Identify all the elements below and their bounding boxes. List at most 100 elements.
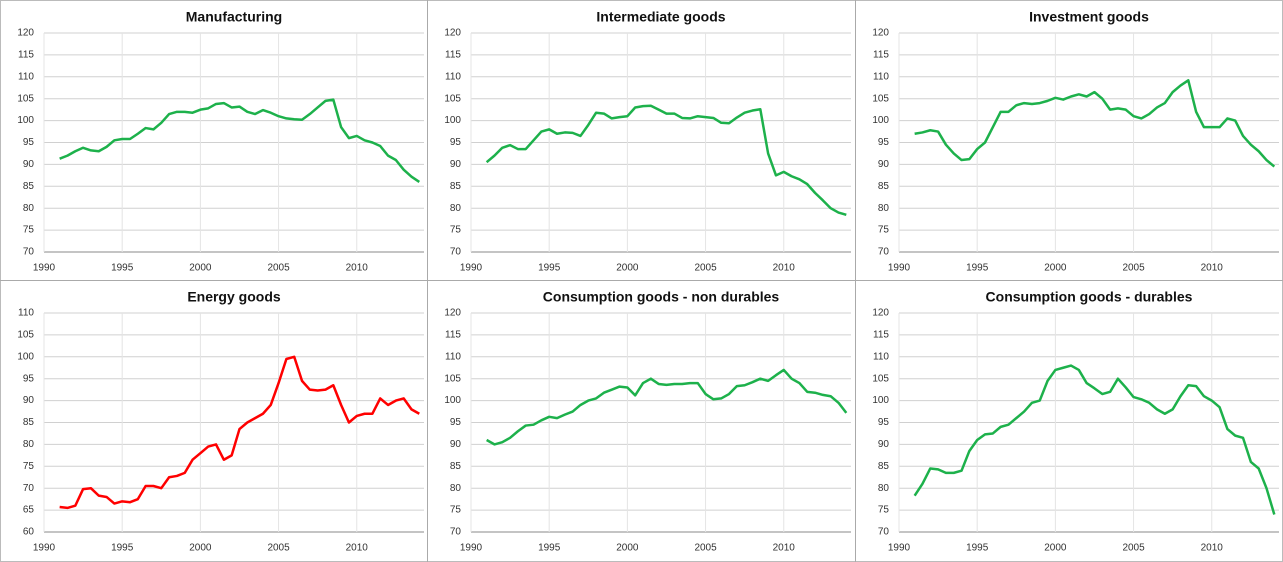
x-tick-label: 1990 xyxy=(888,543,911,554)
x-tick-label: 1990 xyxy=(460,263,483,274)
series-line xyxy=(485,104,847,216)
x-tick-label: 2000 xyxy=(616,263,639,274)
x-tick-label: 1990 xyxy=(888,263,911,274)
y-tick-label: 100 xyxy=(872,115,889,126)
x-tick-label: 1995 xyxy=(538,263,561,274)
series-line xyxy=(59,98,421,183)
y-tick-label: 115 xyxy=(445,330,461,341)
y-tick-label: 95 xyxy=(450,417,462,428)
y-tick-label: 75 xyxy=(23,461,35,472)
y-tick-label: 85 xyxy=(450,461,462,472)
x-tick-label: 1995 xyxy=(111,543,134,554)
y-tick-label: 95 xyxy=(23,373,35,384)
panel: Consumption goods - durables 70 75 80 85 90 95… xyxy=(872,289,1279,554)
y-tick-label: 105 xyxy=(872,93,889,104)
y-tick-label: 120 xyxy=(872,28,889,39)
y-tick-label: 65 xyxy=(23,505,35,516)
x-tick-label: 2010 xyxy=(773,543,796,554)
y-tick-label: 120 xyxy=(444,28,461,39)
x-tick-label: 2005 xyxy=(694,263,717,274)
x-tick-label: 1990 xyxy=(460,543,483,554)
y-tick-label: 70 xyxy=(878,527,890,538)
y-tick-label: 75 xyxy=(450,505,462,516)
chart-title: Manufacturing xyxy=(186,9,282,25)
x-tick-label: 1990 xyxy=(33,263,56,274)
y-tick-label: 80 xyxy=(23,439,35,450)
x-tick-label: 2000 xyxy=(1044,543,1067,554)
y-tick-label: 80 xyxy=(878,483,890,494)
y-tick-label: 100 xyxy=(17,351,34,362)
y-tick-label: 85 xyxy=(878,181,890,192)
y-tick-label: 70 xyxy=(23,483,35,494)
x-tick-label: 1995 xyxy=(111,263,134,274)
y-tick-label: 90 xyxy=(23,159,35,170)
y-tick-label: 110 xyxy=(873,71,889,82)
x-tick-label: 1990 xyxy=(33,543,56,554)
y-tick-label: 90 xyxy=(23,395,35,406)
y-tick-label: 90 xyxy=(878,159,890,170)
y-tick-label: 100 xyxy=(444,115,461,126)
y-tick-label: 70 xyxy=(878,247,890,258)
y-tick-label: 95 xyxy=(23,137,35,148)
x-tick-label: 2005 xyxy=(1122,263,1145,274)
y-tick-label: 110 xyxy=(445,351,461,362)
x-tick-label: 2000 xyxy=(1044,263,1067,274)
panel: Energy goods 60 65 70 75 80 85 90 95 100 105 110 199… xyxy=(17,289,424,554)
y-tick-label: 120 xyxy=(444,308,461,319)
x-tick-label: 2010 xyxy=(1201,543,1224,554)
y-tick-label: 80 xyxy=(450,203,462,214)
x-tick-label: 1995 xyxy=(966,543,989,554)
y-tick-label: 85 xyxy=(450,181,462,192)
y-tick-label: 75 xyxy=(23,225,35,236)
y-tick-label: 90 xyxy=(878,439,890,450)
y-tick-label: 95 xyxy=(878,137,890,148)
y-tick-label: 105 xyxy=(444,373,461,384)
y-tick-label: 70 xyxy=(450,527,462,538)
y-tick-label: 100 xyxy=(872,395,889,406)
y-tick-label: 75 xyxy=(878,225,890,236)
panel: Manufacturing 70 75 80 85 90 95 100 105 110 115 120… xyxy=(17,9,424,274)
y-tick-label: 70 xyxy=(23,247,35,258)
x-tick-label: 2000 xyxy=(189,263,212,274)
y-tick-label: 85 xyxy=(23,417,35,428)
x-tick-label: 2010 xyxy=(1201,263,1224,274)
y-tick-label: 60 xyxy=(23,527,35,538)
y-tick-label: 105 xyxy=(872,373,889,384)
y-tick-label: 75 xyxy=(450,225,462,236)
x-tick-label: 1995 xyxy=(538,543,561,554)
y-tick-label: 80 xyxy=(878,203,890,214)
panel: Consumption goods - non durables 70 75 80 85… xyxy=(444,289,851,554)
y-tick-label: 110 xyxy=(873,351,889,362)
x-tick-label: 2010 xyxy=(773,263,796,274)
panel: Investment goods 70 75 80 85 90 95 100 105 110 115… xyxy=(872,9,1279,274)
y-tick-label: 115 xyxy=(873,50,889,61)
y-tick-label: 115 xyxy=(873,330,889,341)
chart-title: Consumption goods - durables xyxy=(986,289,1193,305)
x-tick-label: 2005 xyxy=(694,543,717,554)
x-tick-label: 1995 xyxy=(966,263,989,274)
x-tick-label: 2010 xyxy=(346,263,369,274)
y-tick-label: 90 xyxy=(450,159,462,170)
y-tick-label: 120 xyxy=(17,28,34,39)
series-line xyxy=(59,355,420,510)
y-tick-label: 85 xyxy=(23,181,35,192)
y-tick-label: 110 xyxy=(18,71,34,82)
series-line xyxy=(913,364,1276,515)
y-tick-label: 75 xyxy=(878,505,890,516)
x-tick-label: 2000 xyxy=(189,543,212,554)
y-tick-label: 105 xyxy=(444,93,461,104)
chart-title: Energy goods xyxy=(187,289,281,305)
y-tick-label: 100 xyxy=(17,115,34,126)
y-tick-label: 115 xyxy=(445,50,461,61)
y-tick-label: 95 xyxy=(878,417,890,428)
chart-title: Consumption goods - non durables xyxy=(543,289,780,305)
x-tick-label: 2005 xyxy=(267,543,290,554)
chart-title: Investment goods xyxy=(1029,9,1149,25)
x-tick-label: 2000 xyxy=(616,543,639,554)
y-tick-label: 95 xyxy=(450,137,462,148)
series-line xyxy=(486,368,848,446)
y-tick-label: 80 xyxy=(23,203,35,214)
y-tick-label: 80 xyxy=(450,483,462,494)
x-tick-label: 2005 xyxy=(1122,543,1145,554)
